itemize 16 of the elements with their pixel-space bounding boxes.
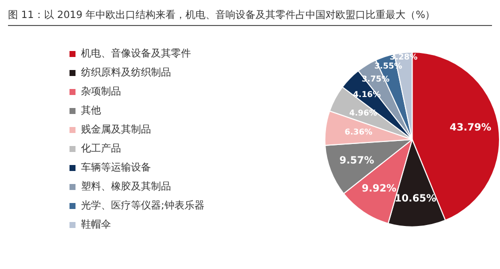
- legend-label: 机电、音像设备及其零件: [81, 48, 191, 60]
- legend-label: 车辆等运输设备: [81, 162, 151, 174]
- legend-label: 鞋帽伞: [81, 218, 111, 231]
- legend-label: 化工产品: [81, 142, 121, 155]
- legend-label: 其他: [81, 104, 101, 117]
- chart-title: 图 11：以 2019 年中欧出口结构来看，机电、音响设备及其零件占中国对欧盟口比重最大（%）: [8, 8, 492, 26]
- legend-label: 贱金属及其制品: [81, 124, 151, 136]
- data-label: 9.57%: [339, 155, 374, 166]
- data-label: 43.79%: [450, 122, 492, 134]
- legend-label: 光学、医疗等仪器;钟表乐器: [81, 200, 204, 212]
- data-label: 10.65%: [394, 193, 436, 204]
- legend-label: 杂项制品: [81, 86, 121, 98]
- data-label: 6.36%: [344, 127, 372, 136]
- legend-label: 塑料、橡胶及其制品: [81, 180, 171, 193]
- data-label: 9.92%: [362, 183, 396, 194]
- legend-label: 纺织原料及纺织制品: [81, 66, 171, 79]
